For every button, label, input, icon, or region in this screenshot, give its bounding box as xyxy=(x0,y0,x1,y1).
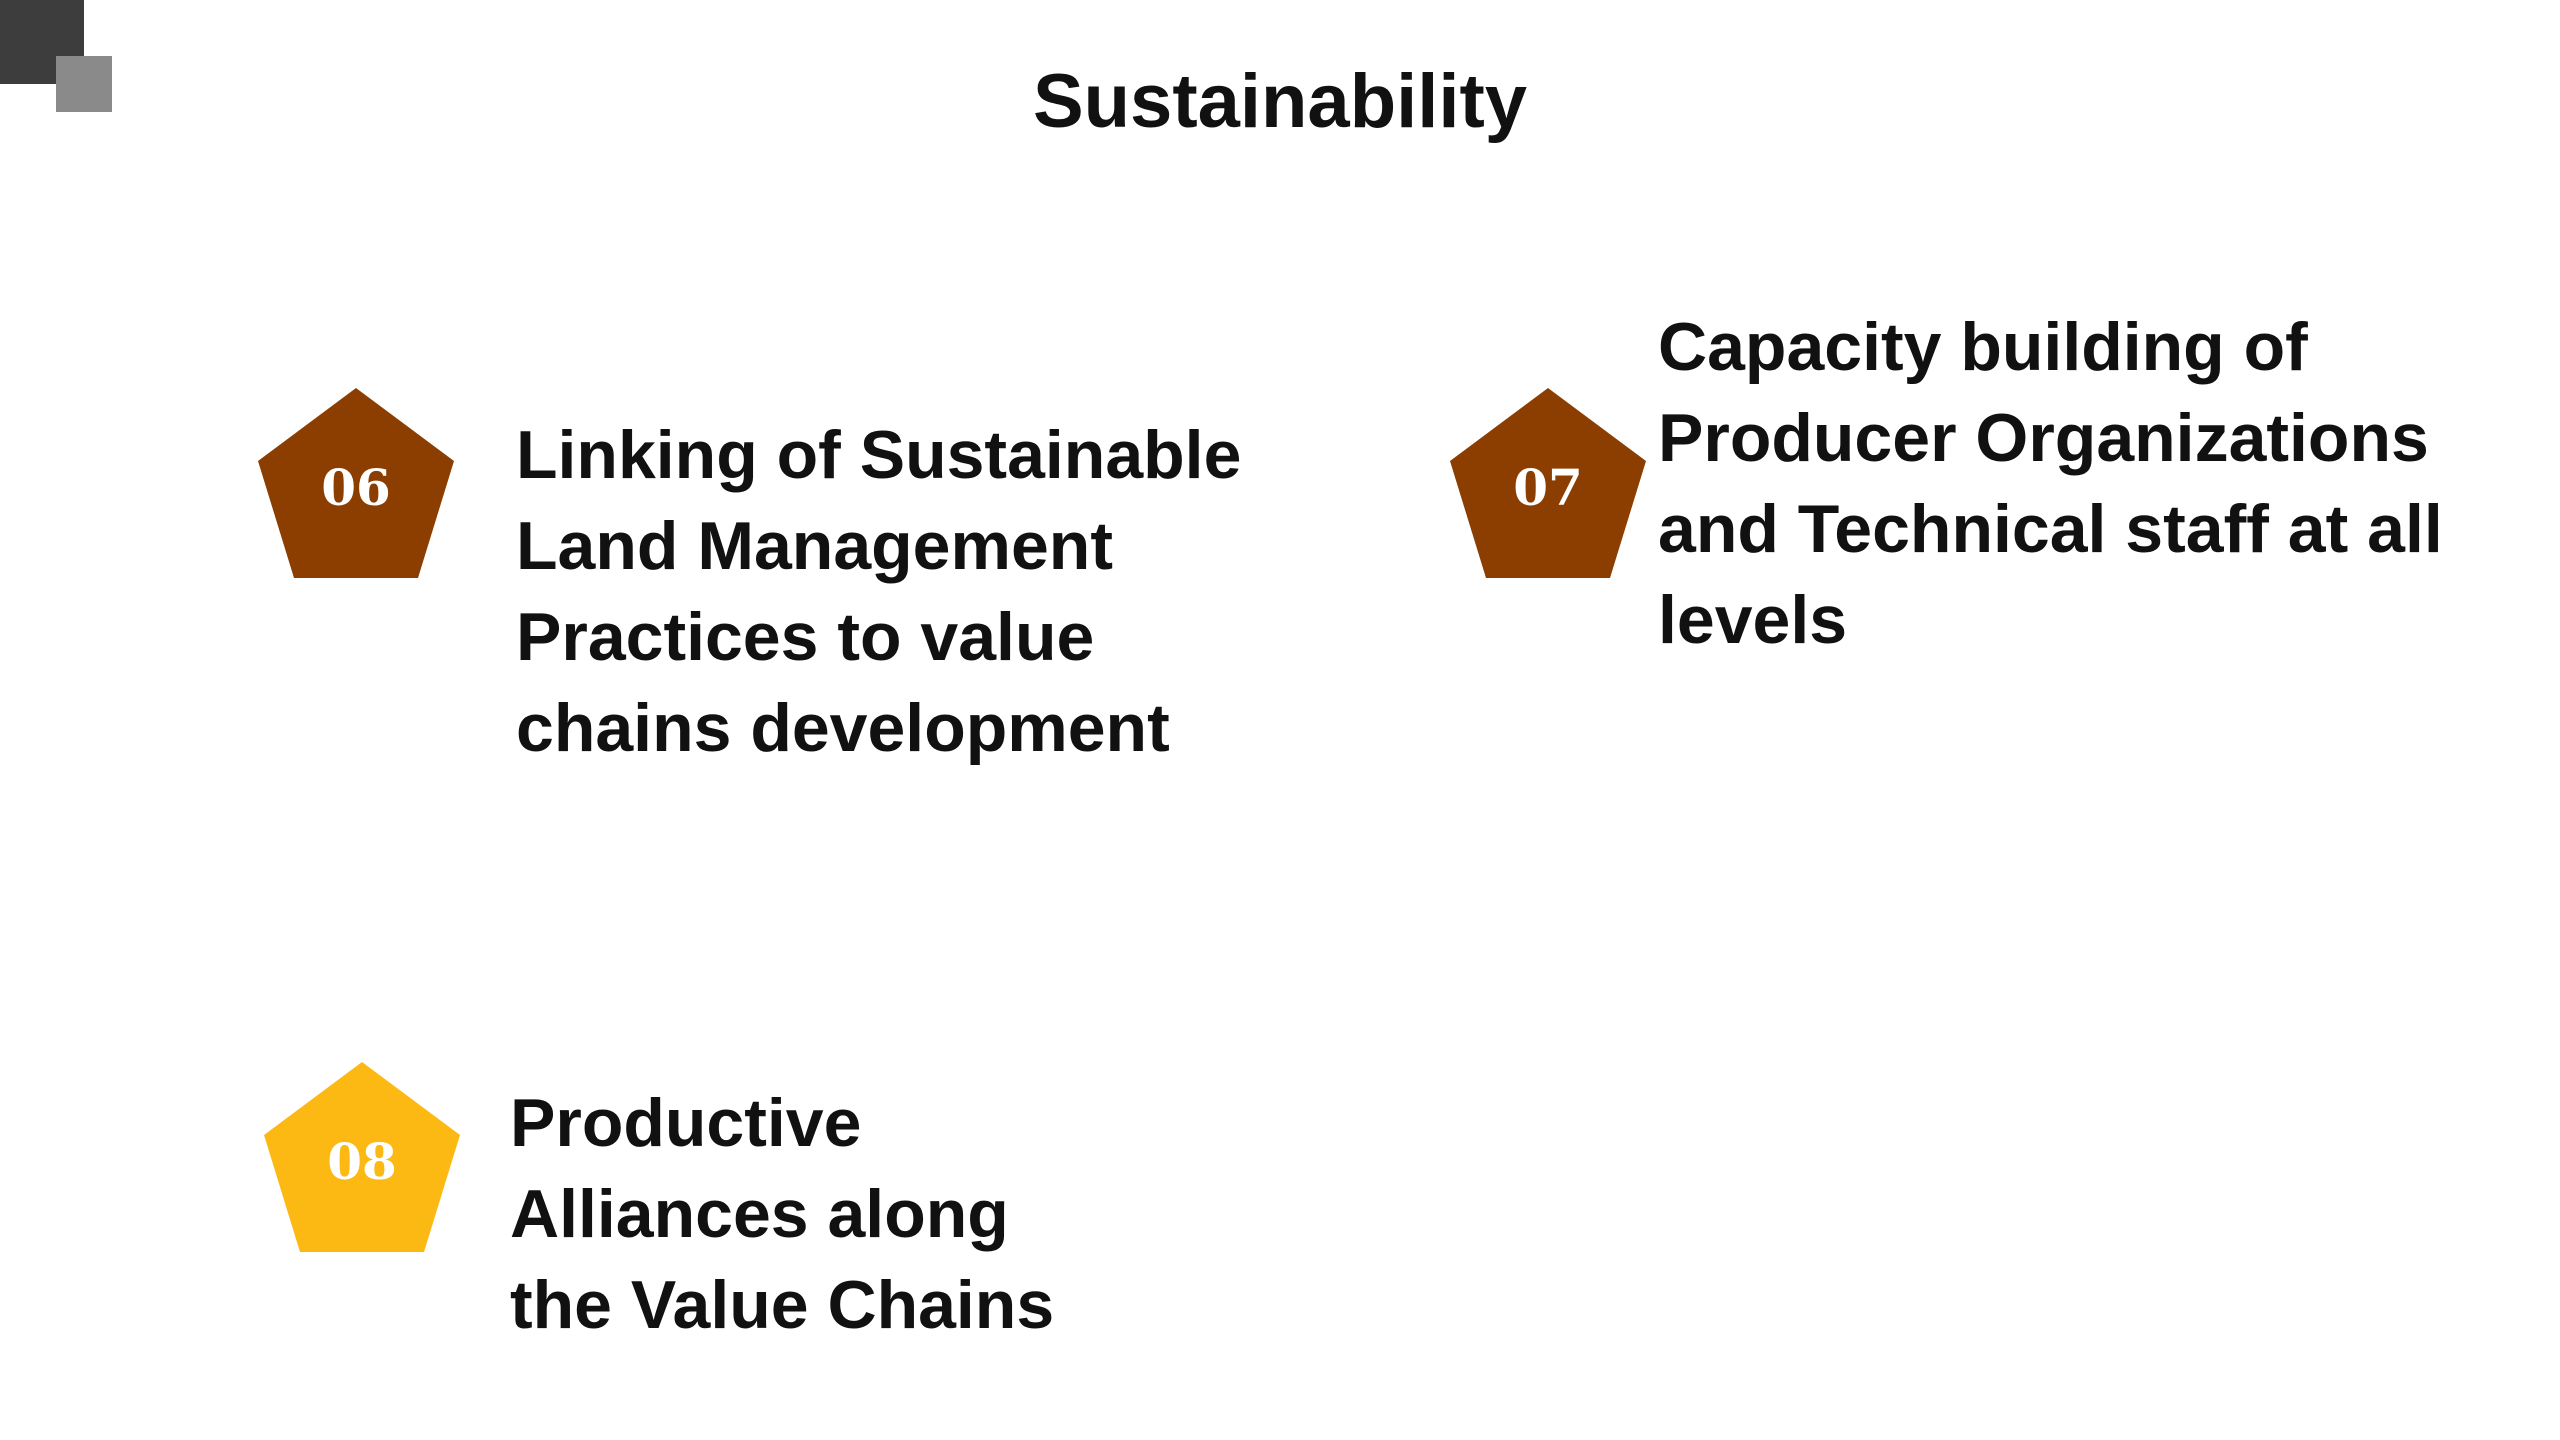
pentagon-shape xyxy=(258,388,454,578)
item-number: 08 xyxy=(327,1132,397,1191)
item-text: Linking of Sustainable Land Management P… xyxy=(516,417,1242,766)
pentagon-shape xyxy=(264,1062,460,1252)
item-number: 06 xyxy=(321,458,391,517)
pentagon-icon: 06 xyxy=(256,388,456,580)
item-text: Capacity building of Producer Organizati… xyxy=(1658,309,2443,658)
slide-title: Sustainability xyxy=(1032,59,1528,144)
pentagon-icon: 08 xyxy=(262,1062,462,1254)
pentagon-shape xyxy=(1450,388,1646,578)
corner-decoration-light xyxy=(56,56,112,112)
item-text: Productive Alliances along the Value Cha… xyxy=(510,1085,1055,1343)
pentagon-icon: 07 xyxy=(1448,388,1648,580)
item-number: 07 xyxy=(1513,458,1583,517)
